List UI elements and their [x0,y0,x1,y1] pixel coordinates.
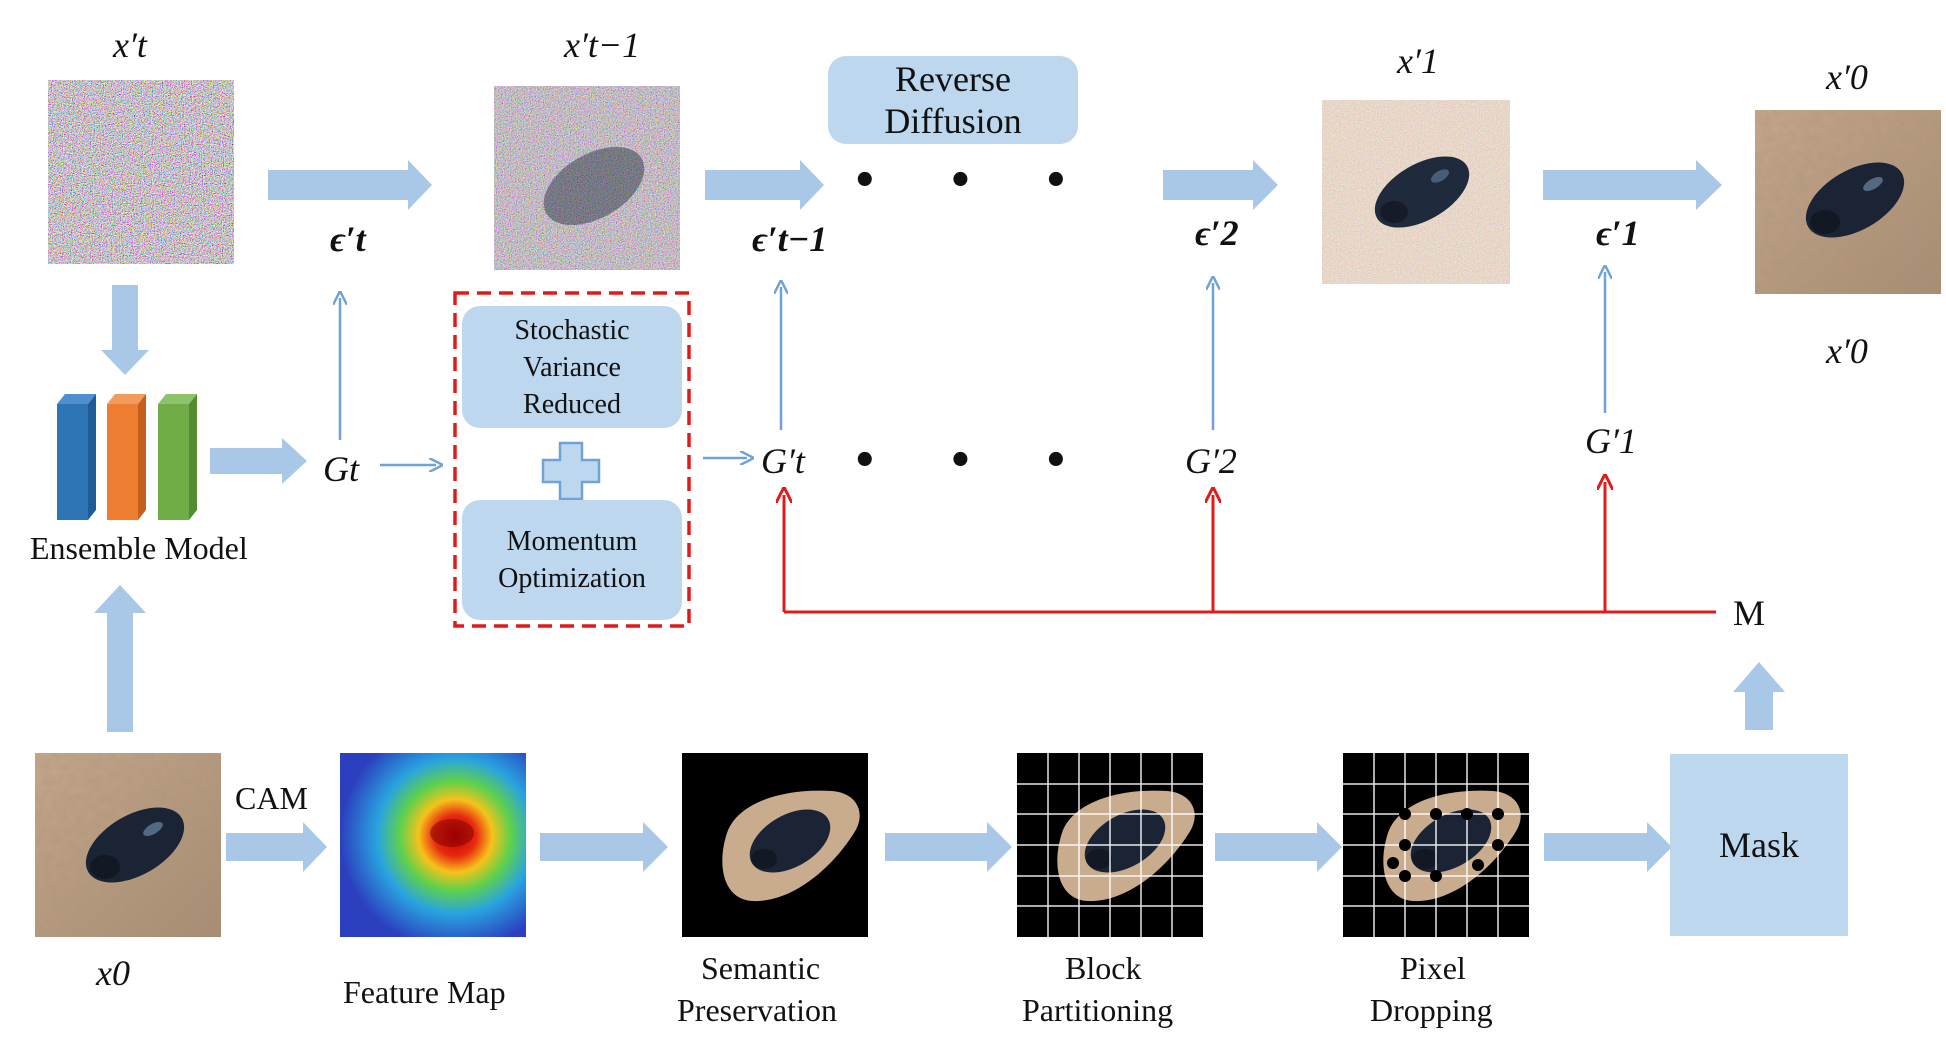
label-xt: x′t [113,25,147,65]
block-partition-image [1017,753,1203,937]
arrow-pixel-to-mask [1544,822,1672,872]
label-eps-1: ϵ′1 [1596,213,1640,253]
dots-top: ••• [852,158,1139,204]
arrow-xt1-to-dots [705,160,824,210]
reverse-line2: Diffusion [884,101,1022,141]
label-ensemble: Ensemble Model [30,530,248,566]
mask-box: Mask [1670,754,1848,936]
label-G1: G′1 [1585,421,1637,461]
arrow-xt-to-xt1 [268,160,432,210]
semantic-image [682,753,868,937]
plus-icon [541,441,601,501]
label-cam: CAM [235,780,308,816]
arrow-dots-to-x1 [1163,160,1278,210]
reverse-line1: Reverse [895,59,1011,99]
label-G2: G′2 [1185,441,1237,481]
label-block-1: Block [1065,950,1142,986]
ensemble-model-icon [57,394,197,520]
label-eps-t: ϵ′t [330,219,366,259]
label-semantic-1: Semantic [701,950,821,986]
momentum-box: Momentum Optimization [462,500,682,620]
label-Gt-prime: G′t [761,441,805,481]
arrow-x0-to-fmap [226,822,327,872]
reverse-diffusion-box: Reverse Diffusion [828,56,1078,144]
mom-line1: Momentum [506,526,638,557]
xt-noise-image [48,80,234,264]
arrow-x1-to-x0 [1543,160,1722,210]
xt1-noise-image [494,86,680,270]
label-pixel-1: Pixel [1400,950,1466,986]
arrow-block-to-pixel [1215,822,1342,872]
mask-label: Mask [1719,825,1799,865]
label-x0-top: x′0 [1826,57,1868,97]
svr-momentum-dashed-box [453,291,691,628]
mom-line2: Optimization [498,563,646,594]
x0-image [35,753,221,937]
thin-arrows [340,272,1605,465]
label-pixel-2: Dropping [1370,992,1493,1028]
label-x1: x′1 [1397,41,1439,81]
dots-middle: ••• [852,438,1139,484]
arrow-fmap-to-semantic [540,822,668,872]
label-M: M [1733,593,1766,633]
arrow-xt-to-ensemble [101,285,149,375]
label-semantic-2: Preservation [677,992,837,1028]
arrow-ensemble-to-gt [210,438,307,484]
svr-line2: Variance [523,351,621,383]
pixel-drop-image [1343,753,1529,937]
label-x0: x0 [96,953,130,993]
block-arrows [94,160,1785,872]
label-eps-2: ϵ′2 [1195,213,1239,253]
label-Gt: Gt [323,449,359,489]
arrow-mask-to-M [1733,662,1785,730]
feature-map-image [340,753,526,937]
label-x0-side: x′0 [1826,331,1868,371]
label-eps-t1: ϵ′t−1 [752,219,828,259]
arrow-semantic-to-block [885,822,1012,872]
mask-lines [784,482,1716,614]
svr-box: Stochastic Variance Reduced [462,306,682,428]
x0-prime-image [1755,110,1941,294]
label-block-2: Partitioning [1022,992,1174,1028]
x1-image [1322,100,1510,284]
svr-line3: Reduced [523,388,621,420]
label-xt-minus-1: x′t−1 [564,25,641,65]
svr-line1: Stochastic [514,314,630,346]
label-feature-map: Feature Map [343,974,506,1010]
arrow-x0-to-ensemble [94,585,146,732]
